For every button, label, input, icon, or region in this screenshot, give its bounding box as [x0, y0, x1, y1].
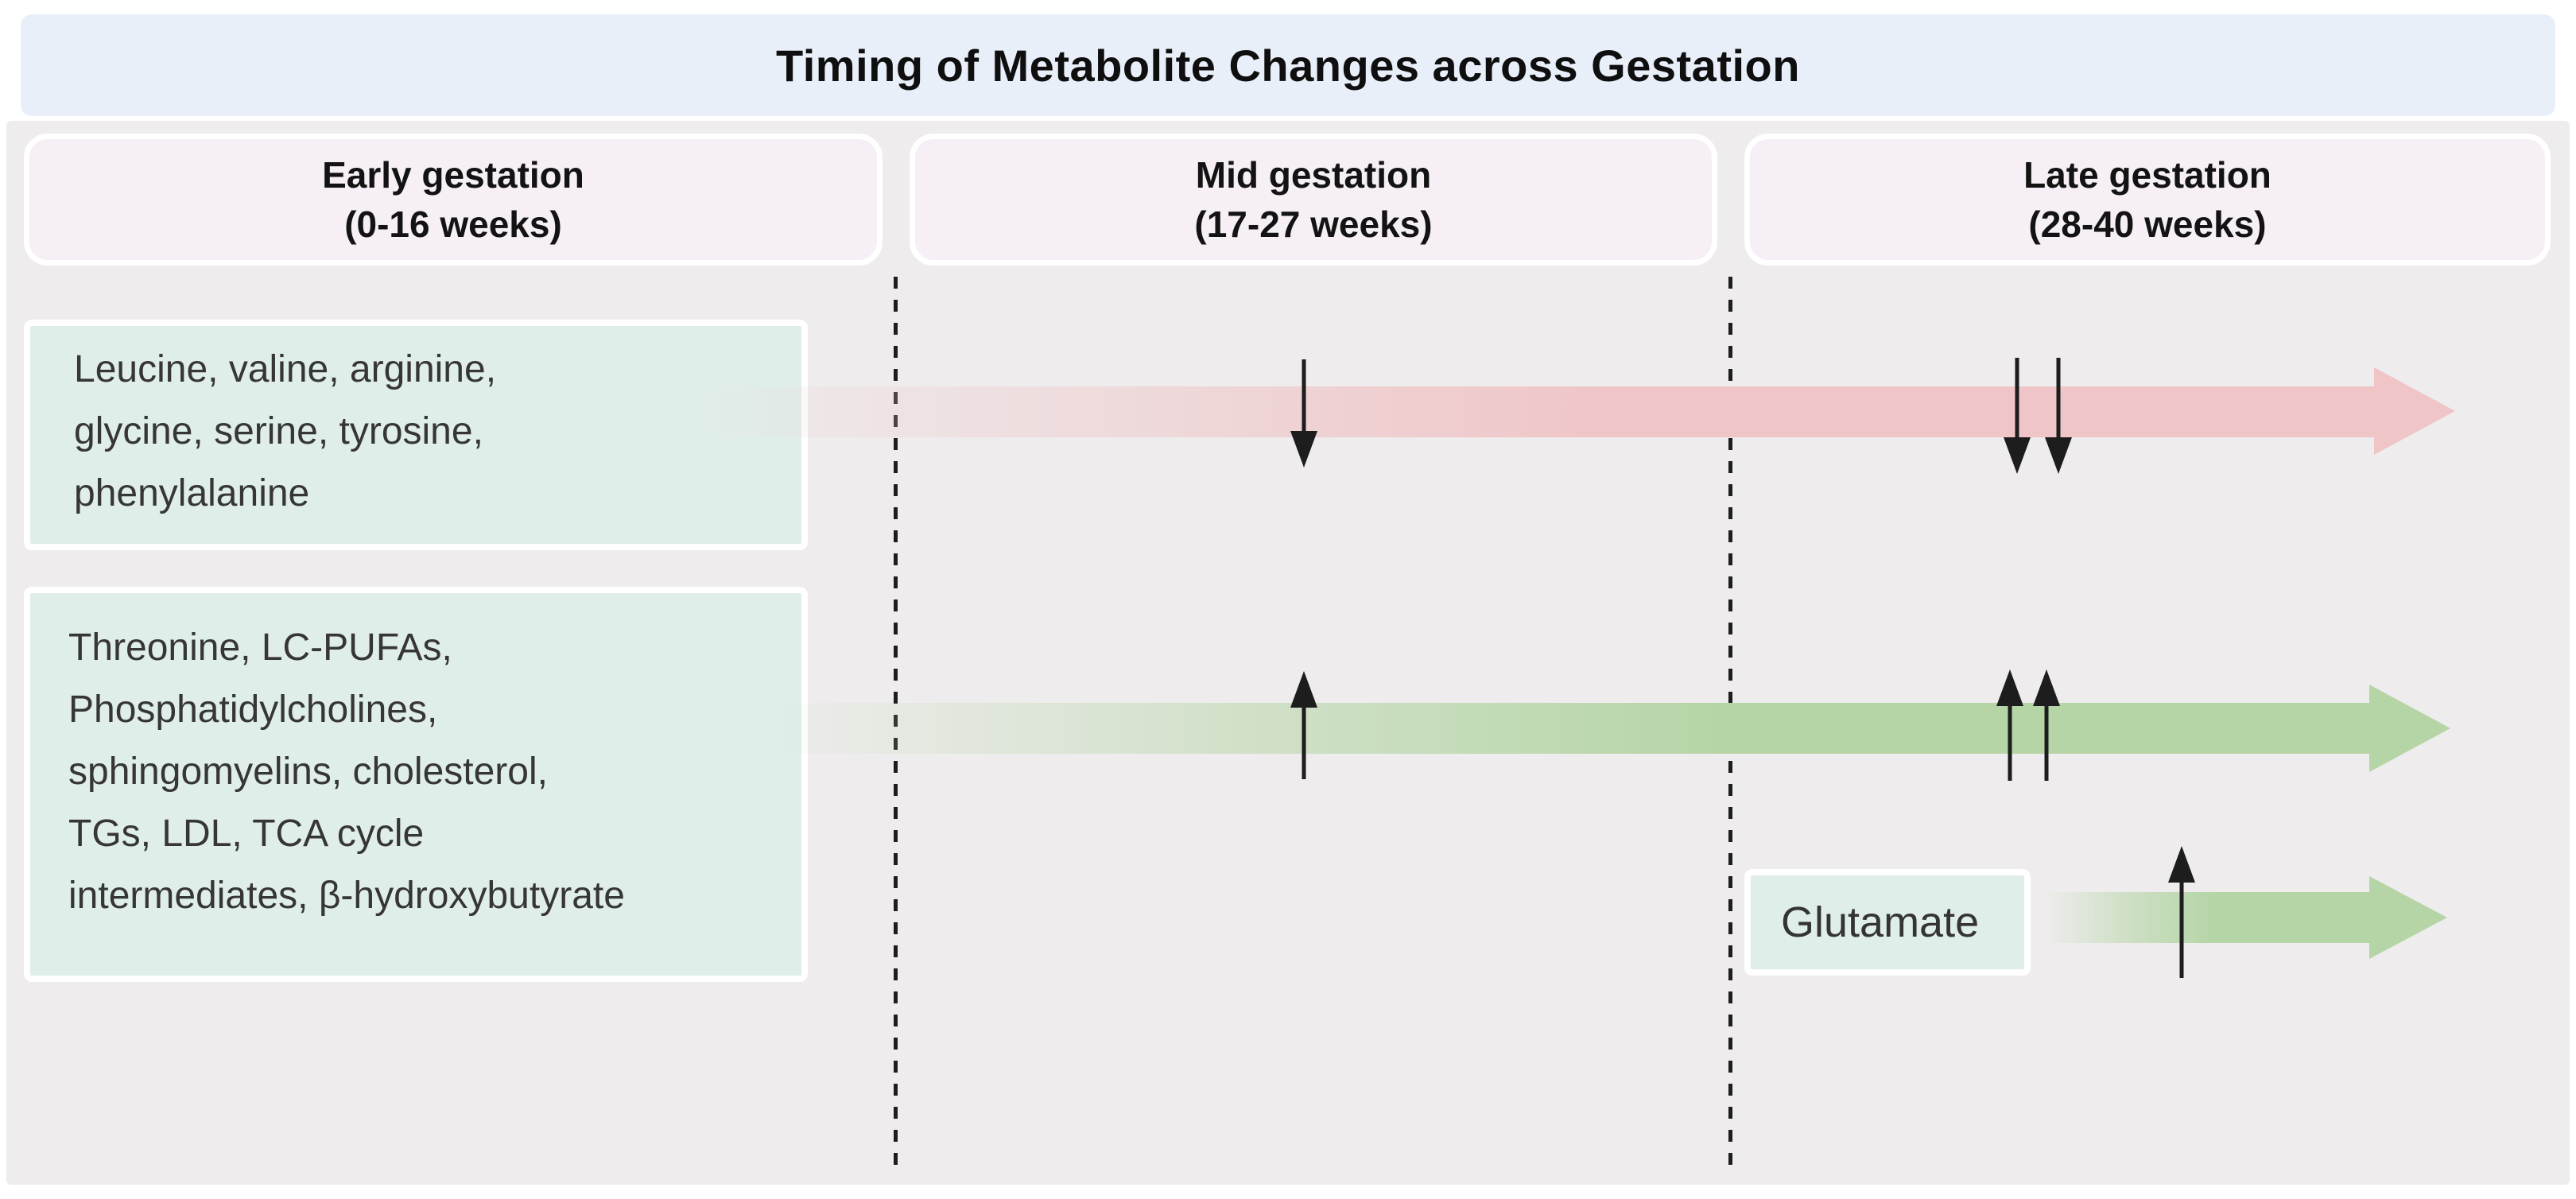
mid-single-up-arrow-icon: [1290, 671, 1317, 779]
arrow-shaft: [2015, 358, 2019, 448]
glutamate-label-box: Glutamate: [1744, 869, 2031, 976]
increase-band-arrowhead: [2369, 685, 2450, 772]
metabolite-list-box-decreasing: Leucine, valine, arginine, glycine, seri…: [24, 320, 808, 550]
arrow-head: [1290, 671, 1317, 708]
column-week-range: (0-16 weeks): [344, 204, 562, 245]
decrease-band-arrowhead: [2374, 367, 2455, 455]
decrease-band-arrow: [684, 386, 2376, 437]
arrow-shaft: [1302, 359, 1306, 442]
glutamate-band-arrow: [2045, 892, 2371, 943]
late-double-up-arrow-icon-1: [1996, 669, 2023, 781]
title-banner: Timing of Metabolite Changes across Gest…: [21, 14, 2555, 116]
increase-band-arrow: [755, 703, 2371, 754]
column-header-late-gestation: Late gestation (28-40 weeks): [1744, 134, 2551, 266]
column-label: Late gestation: [2023, 154, 2271, 196]
arrow-shaft: [1302, 697, 1306, 779]
late-double-down-arrow-icon-1: [2004, 358, 2031, 474]
glutamate-label: Glutamate: [1781, 898, 1980, 946]
arrow-head: [2004, 437, 2031, 474]
column-label: Mid gestation: [1195, 154, 1432, 196]
arrow-shaft: [2179, 871, 2184, 978]
metabolite-list-text: Leucine, valine, arginine, glycine, seri…: [74, 348, 497, 514]
column-header-mid-gestation: Mid gestation (17-27 weeks): [910, 134, 1717, 266]
figure-title: Timing of Metabolite Changes across Gest…: [776, 40, 1800, 91]
arrow-head: [2045, 437, 2072, 474]
column-week-range: (17-27 weeks): [1194, 204, 1433, 245]
metabolite-list-box-increasing: Threonine, LC-PUFAs, Phosphatidylcholine…: [24, 587, 808, 982]
column-label: Early gestation: [322, 154, 584, 196]
glutamate-band-arrowhead: [2369, 876, 2447, 959]
column-header-early-gestation: Early gestation (0-16 weeks): [24, 134, 883, 266]
column-week-range: (28-40 weeks): [2028, 204, 2267, 245]
arrow-shaft: [2056, 358, 2061, 448]
glutamate-up-arrow-icon: [2168, 846, 2195, 978]
metabolite-list-text: Threonine, LC-PUFAs, Phosphatidylcholine…: [68, 627, 625, 917]
arrow-head: [1290, 431, 1317, 468]
mid-single-down-arrow-icon: [1290, 359, 1317, 468]
arrow-shaft: [2008, 695, 2012, 781]
late-double-down-arrow-icon-2: [2045, 358, 2072, 474]
late-double-up-arrow-icon-2: [2033, 669, 2060, 781]
arrow-shaft: [2044, 695, 2049, 781]
arrow-head: [1996, 669, 2023, 706]
arrow-head: [2168, 846, 2195, 883]
arrow-head: [2033, 669, 2060, 706]
